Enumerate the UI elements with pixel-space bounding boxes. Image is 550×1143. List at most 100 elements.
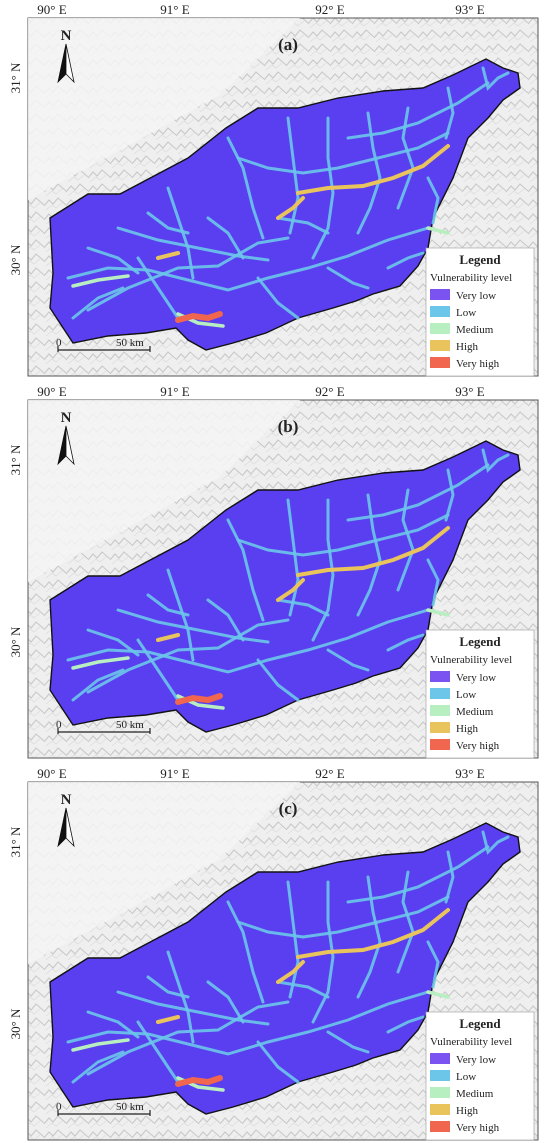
legend-item-label: Very low xyxy=(456,1054,496,1066)
river-low xyxy=(386,251,425,270)
longitude-label: 93° E xyxy=(455,384,484,399)
river-high xyxy=(156,1015,180,1024)
scale-distance: 50 km xyxy=(116,719,144,731)
legend-swatch xyxy=(430,306,450,317)
river-medium xyxy=(426,990,450,999)
river-low xyxy=(226,518,265,622)
latitude-label: 30° N xyxy=(8,1008,23,1039)
river-medium xyxy=(71,1038,130,1052)
light-terrain xyxy=(28,400,300,582)
light-terrain xyxy=(28,18,300,200)
longitude-label: 93° E xyxy=(455,766,484,781)
river-low xyxy=(396,488,415,592)
panel-label: (c) xyxy=(279,799,298,818)
river-low xyxy=(326,1030,370,1054)
river-low xyxy=(356,875,382,999)
river-low xyxy=(311,498,335,642)
scale-bar: 0 50 km xyxy=(56,1101,151,1116)
river-high xyxy=(156,251,180,260)
legend: Legend Vulnerability level Very low Low Medi… xyxy=(425,1011,535,1141)
river-low xyxy=(146,975,190,999)
longitude-label: 91° E xyxy=(160,766,189,781)
river-low xyxy=(386,1015,425,1034)
river-low xyxy=(326,266,370,290)
legend-swatch xyxy=(430,671,450,682)
river-low xyxy=(136,256,180,320)
legend-item-label: Very high xyxy=(456,1122,500,1134)
river-low xyxy=(386,633,425,652)
latitude-label: 30° N xyxy=(8,626,23,657)
legend-swatch xyxy=(430,340,450,351)
legend-item-label: High xyxy=(456,1105,479,1117)
latitude-label: 31° N xyxy=(8,826,23,857)
legend-item-label: Low xyxy=(456,307,476,319)
river-low xyxy=(286,498,300,617)
legend-swatch xyxy=(430,289,450,300)
legend-swatch xyxy=(430,722,450,733)
longitude-label: 90° E xyxy=(37,384,66,399)
map-panel-a: 90° E 91° E 92° E 93° E 31° N 30° N (a) N 0 50 km… xyxy=(8,2,539,377)
river-low xyxy=(86,618,290,694)
river-low xyxy=(86,1000,290,1076)
map-panel-c: 90° E 91° E 92° E 93° E 31° N 30° N (c) N 0 50 km… xyxy=(8,766,539,1141)
legend-swatch xyxy=(430,705,450,716)
river-low xyxy=(326,648,370,672)
legend-item-label: High xyxy=(456,723,479,735)
river-low xyxy=(236,513,450,557)
river-low xyxy=(286,880,300,999)
legend-swatch xyxy=(430,357,450,368)
hotspot-very-high xyxy=(175,1075,223,1087)
river-low xyxy=(346,463,490,522)
scale-zero: 0 xyxy=(56,1101,62,1113)
legend-swatch xyxy=(430,1070,450,1081)
river-low xyxy=(146,211,190,235)
river-low xyxy=(256,1040,300,1084)
legend-title: Legend xyxy=(459,1016,501,1031)
river-low xyxy=(86,1010,140,1039)
river-high xyxy=(276,960,305,984)
map-panel-b: 90° E 91° E 92° E 93° E 31° N 30° N (b) N 0 50 km… xyxy=(8,384,539,759)
legend-swatch xyxy=(430,739,450,750)
river-low xyxy=(276,598,330,617)
river-low xyxy=(86,236,290,312)
river-high xyxy=(276,196,305,220)
scale-distance: 50 km xyxy=(116,1101,144,1113)
north-arrow-icon: N xyxy=(57,792,75,848)
latitude-label: 31° N xyxy=(8,444,23,475)
legend-item-label: Very low xyxy=(456,672,496,684)
latitude-label: 30° N xyxy=(8,244,23,275)
river-low xyxy=(426,558,440,607)
river-low xyxy=(426,176,440,225)
north-letter: N xyxy=(61,28,72,44)
river-low xyxy=(311,116,335,260)
river-medium xyxy=(426,226,450,235)
north-letter: N xyxy=(61,410,72,426)
river-low xyxy=(276,216,330,235)
river-low xyxy=(146,593,190,617)
basin-outline xyxy=(49,58,521,351)
legend-item-label: Low xyxy=(456,1071,476,1083)
river-high xyxy=(296,144,450,195)
legend-item-label: Medium xyxy=(456,324,494,336)
river-low xyxy=(256,276,300,320)
legend-title: Legend xyxy=(459,634,501,649)
river-low xyxy=(66,608,430,674)
river-low xyxy=(226,900,265,1004)
basin-outline xyxy=(49,440,521,733)
scale-distance: 50 km xyxy=(116,337,144,349)
river-high xyxy=(156,633,180,642)
river-low xyxy=(444,468,455,522)
river-low xyxy=(116,990,270,1026)
river-low xyxy=(444,86,455,140)
legend-subtitle: Vulnerability level xyxy=(430,272,512,284)
legend-swatch xyxy=(430,1104,450,1115)
basin-outline xyxy=(49,822,521,1115)
longitude-label: 92° E xyxy=(315,2,344,17)
light-terrain xyxy=(28,782,300,964)
river-medium xyxy=(71,656,130,670)
hotspot-very-high xyxy=(175,311,223,323)
river-medium xyxy=(426,608,450,617)
river-low xyxy=(426,940,440,989)
longitude-label: 93° E xyxy=(455,2,484,17)
